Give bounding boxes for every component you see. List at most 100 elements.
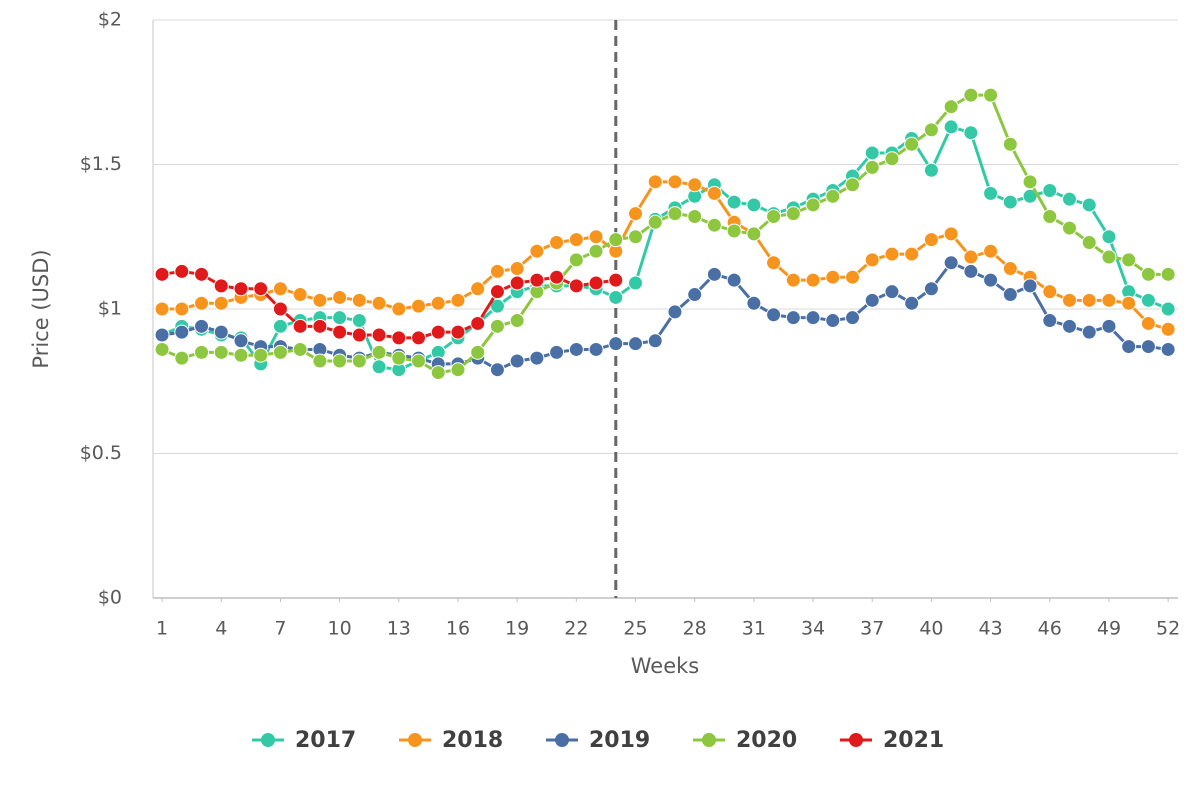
data-point [371, 295, 387, 311]
data-point [430, 324, 446, 340]
data-point [647, 214, 663, 230]
data-point [450, 324, 466, 340]
x-tick-label: 16 [446, 618, 470, 640]
legend-label: 2021 [883, 728, 944, 753]
data-point [213, 344, 229, 360]
data-point [489, 284, 505, 300]
x-tick-label: 28 [683, 618, 707, 640]
data-point [1121, 252, 1137, 268]
x-tick-label: 31 [742, 618, 766, 640]
data-point [845, 269, 861, 285]
data-point [667, 206, 683, 222]
data-point [351, 292, 367, 308]
data-point [726, 223, 742, 239]
x-tick-label: 52 [1156, 618, 1180, 640]
data-point [904, 295, 920, 311]
data-point [391, 301, 407, 317]
data-point [628, 229, 644, 245]
legend-marker [849, 733, 863, 747]
data-point [1002, 261, 1018, 277]
data-point [154, 266, 170, 282]
data-point [1121, 339, 1137, 355]
data-point [628, 206, 644, 222]
data-point [1160, 321, 1176, 337]
legend-label: 2019 [589, 728, 650, 753]
data-point [963, 249, 979, 265]
data-point [332, 289, 348, 305]
data-point [687, 209, 703, 225]
data-point [1101, 318, 1117, 334]
data-point [785, 310, 801, 326]
x-tick-label: 37 [860, 618, 884, 640]
y-tick-label: $1 [98, 298, 122, 320]
legend-label: 2017 [295, 728, 356, 753]
data-point [608, 289, 624, 305]
data-point [174, 263, 190, 279]
data-point [233, 281, 249, 297]
data-point [450, 292, 466, 308]
series-line [161, 125, 1169, 372]
data-point [351, 313, 367, 329]
data-point [1062, 220, 1078, 236]
series-line [161, 261, 1169, 372]
series-line [162, 180, 1169, 331]
data-point [411, 353, 427, 369]
data-point [549, 235, 565, 251]
data-point [174, 350, 190, 366]
data-point [746, 226, 762, 242]
data-point [1101, 229, 1117, 245]
data-point [292, 318, 308, 334]
data-point [706, 266, 722, 282]
data-point [312, 318, 328, 334]
data-point [805, 197, 821, 213]
data-point [884, 284, 900, 300]
x-tick-label: 19 [505, 618, 529, 640]
x-tick-label: 40 [919, 618, 943, 640]
y-axis-title: Price (USD) [29, 249, 53, 368]
data-point [1081, 324, 1097, 340]
data-point [1081, 235, 1097, 251]
data-point [332, 353, 348, 369]
x-tick-label: 10 [328, 618, 352, 640]
data-point [194, 295, 210, 311]
data-point [292, 287, 308, 303]
x-tick-label: 13 [387, 618, 411, 640]
data-point [1160, 341, 1176, 357]
data-point [864, 252, 880, 268]
x-tick-label: 46 [1038, 618, 1062, 640]
data-point [726, 194, 742, 210]
data-point [608, 336, 624, 352]
y-tick-label: $1.5 [80, 153, 122, 175]
data-point [1042, 209, 1058, 225]
data-point [746, 295, 762, 311]
data-point [1140, 315, 1156, 331]
data-point [213, 324, 229, 340]
data-point [194, 318, 210, 334]
data-point [943, 99, 959, 115]
data-point [628, 275, 644, 291]
data-point [568, 341, 584, 357]
data-point [529, 243, 545, 259]
data-point [805, 310, 821, 326]
data-point [884, 246, 900, 262]
data-point [174, 324, 190, 340]
data-point [391, 350, 407, 366]
data-point [825, 313, 841, 329]
data-point [253, 347, 269, 363]
data-point [628, 336, 644, 352]
data-point [253, 281, 269, 297]
data-point [272, 301, 288, 317]
data-point [1002, 136, 1018, 152]
x-tick-label: 7 [274, 618, 286, 640]
data-point [1042, 313, 1058, 329]
y-tick-label: $0.5 [80, 442, 122, 464]
data-point [272, 344, 288, 360]
data-point [154, 327, 170, 343]
data-point [1042, 284, 1058, 300]
data-point [726, 272, 742, 288]
data-point [174, 301, 190, 317]
data-point [509, 353, 525, 369]
data-point [1140, 266, 1156, 282]
legend-marker [408, 733, 422, 747]
